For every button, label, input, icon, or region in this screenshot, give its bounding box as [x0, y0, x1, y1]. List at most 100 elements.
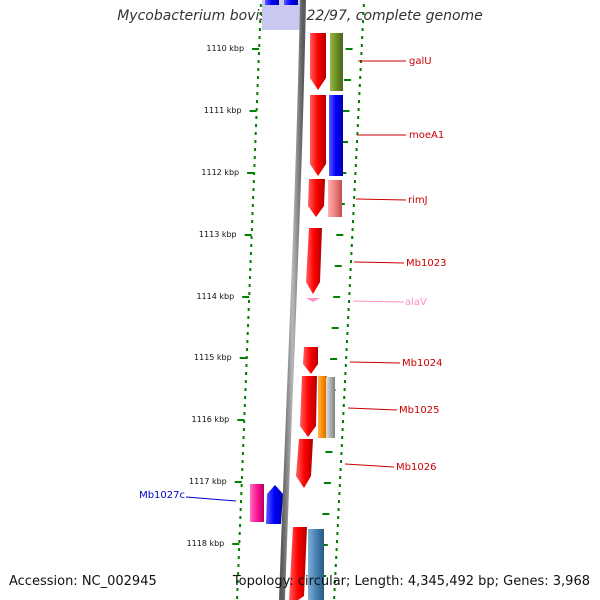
guide-dot — [237, 556, 240, 559]
guide-dot — [339, 468, 342, 471]
guide-dot — [244, 396, 247, 399]
tick-label: 1112 kbp — [201, 168, 239, 177]
guide-dot — [360, 44, 363, 47]
cog-Mb1025-gray — [326, 377, 335, 438]
gene-label: Mb1026 — [396, 462, 436, 473]
guide-dot — [258, 44, 261, 47]
guide-dot — [243, 412, 246, 415]
gene-galU — [310, 33, 326, 90]
tick-label: 1115 kbp — [194, 353, 232, 362]
gene-label: galU — [409, 56, 432, 67]
guide-dot — [334, 572, 337, 575]
gene-moeA1 — [310, 95, 326, 176]
right-dotted-guide — [333, 4, 365, 599]
guide-dot — [349, 268, 352, 271]
guide-dot — [353, 188, 356, 191]
guide-dot — [244, 380, 247, 383]
guide-dot — [247, 308, 250, 311]
gene-label: rimJ — [408, 195, 428, 206]
guide-dot — [241, 460, 244, 463]
minor-tick — [333, 296, 341, 298]
cog-galU — [330, 33, 343, 91]
guide-dot — [242, 436, 245, 439]
guide-dot — [351, 228, 354, 231]
guide-dot — [239, 516, 242, 519]
major-tick — [234, 481, 242, 483]
guide-dot — [254, 140, 257, 143]
guide-dot — [254, 132, 257, 135]
guide-dot — [249, 268, 252, 271]
guide-dot — [354, 180, 356, 183]
gene-Mb1027c-cog — [250, 484, 264, 522]
guide-dot — [237, 564, 240, 567]
guide-dot — [344, 372, 347, 375]
gene-Mb1027c — [266, 485, 283, 524]
major-tick — [237, 419, 245, 421]
minor-tick — [330, 358, 338, 360]
guide-dot — [256, 100, 258, 103]
guide-dot — [256, 92, 259, 95]
guide-dot — [243, 404, 246, 407]
tick-label: 1118 kbp — [187, 539, 225, 548]
tick-label: 1113 kbp — [199, 230, 237, 239]
guide-dot — [238, 540, 241, 543]
guide-dot — [361, 36, 364, 39]
guide-dot — [355, 156, 358, 159]
guide-dot — [236, 596, 239, 599]
gene-label: Mb1025 — [399, 405, 439, 416]
major-tick — [242, 296, 250, 298]
guide-dot — [252, 196, 255, 199]
guide-dot — [344, 380, 346, 383]
minor-tick — [336, 234, 344, 236]
guide-dot — [238, 532, 241, 535]
minor-tick — [342, 110, 350, 112]
guide-dot — [252, 180, 255, 183]
guide-dot — [252, 188, 255, 191]
gene-labels: galU moeA1 rimJ Mb1023 alaV Mb1024 Mb102… — [139, 56, 446, 501]
major-tick — [249, 110, 257, 112]
guide-dot — [239, 524, 242, 527]
guide-dot — [335, 548, 338, 551]
minor-tick — [345, 48, 353, 50]
guide-dot — [245, 356, 248, 359]
top-blue-feature-1 — [265, 0, 279, 5]
guide-dot — [242, 428, 245, 431]
guide-dot — [334, 580, 336, 583]
tick-label: 1114 kbp — [196, 292, 234, 301]
guide-dot — [343, 388, 346, 391]
guide-dot — [258, 28, 261, 31]
cog-Mb1025-orange — [318, 376, 327, 438]
guide-dot — [338, 492, 341, 495]
guide-dot — [341, 428, 344, 431]
guide-dot — [259, 4, 262, 7]
kbp-ticks: 1110 kbp 1111 kbp 1112 kbp 1113 kbp 1114 kbp… — [187, 44, 353, 577]
minor-tick — [320, 544, 328, 546]
guide-dot — [249, 252, 252, 255]
guide-dot — [240, 500, 242, 503]
guide-dot — [358, 100, 360, 103]
guide-dot — [241, 452, 244, 455]
topology-summary: Topology: circular; Length: 4,345,492 bp… — [232, 574, 590, 589]
guide-dot — [258, 36, 261, 39]
guide-dot — [239, 508, 242, 511]
guide-dot — [253, 164, 256, 167]
guide-dot — [240, 484, 243, 487]
guide-dot — [257, 60, 260, 63]
minor-tick — [325, 451, 333, 453]
top-partial-features — [262, 0, 302, 30]
guide-dot — [335, 556, 338, 559]
major-tick — [247, 172, 255, 174]
guide-dot — [245, 364, 248, 367]
guide-dot — [254, 148, 257, 151]
guide-dot — [355, 148, 358, 151]
major-tick — [252, 48, 260, 50]
guide-dot — [357, 116, 360, 119]
guide-dot — [342, 404, 345, 407]
guide-dot — [250, 228, 253, 231]
guide-dot — [341, 436, 344, 439]
guide-dot — [337, 508, 340, 511]
guide-dot — [257, 52, 260, 55]
guide-dot — [360, 52, 363, 55]
tick-label: 1116 kbp — [192, 415, 230, 424]
